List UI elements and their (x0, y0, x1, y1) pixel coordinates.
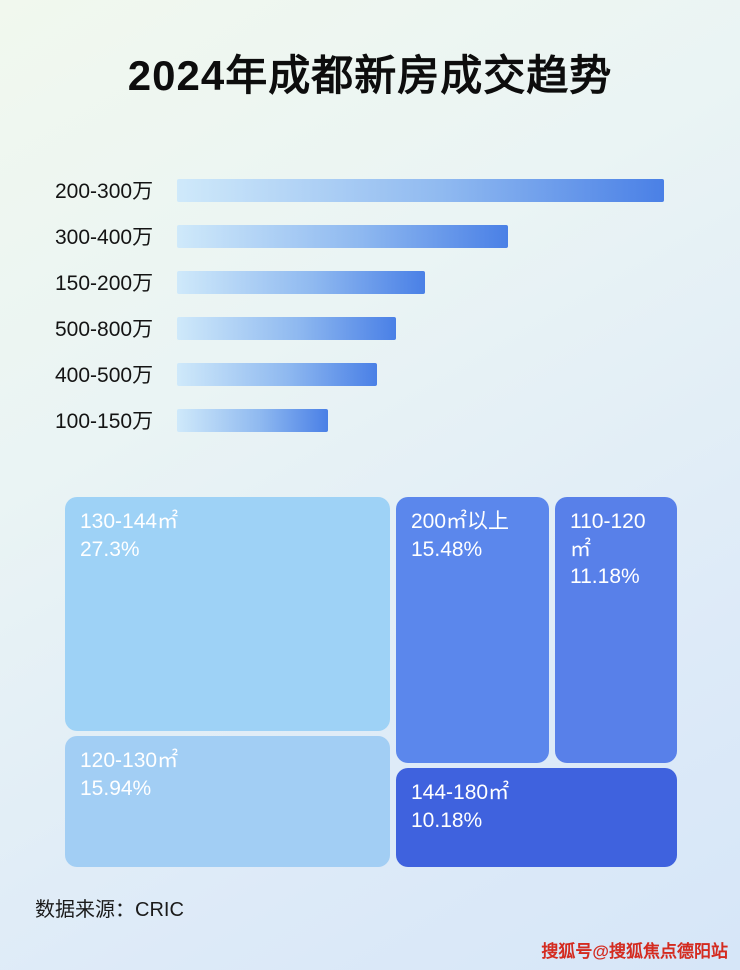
bar-track (177, 408, 664, 432)
treemap-block-percentage: 15.94% (80, 776, 152, 800)
bar-track (177, 316, 664, 340)
page-title: 2024年成都新房成交趋势 (127, 52, 613, 99)
treemap-block-label: 110-120㎡ (570, 510, 646, 561)
treemap-block-percentage: 11.18% (570, 565, 640, 589)
bar (177, 408, 328, 432)
treemap-block-130-144: 130-144㎡ 27.3% (65, 497, 390, 731)
treemap-block-120-130: 120-130㎡ 15.94% (65, 736, 390, 867)
bar-category-label: 200-300万 (55, 180, 154, 203)
treemap-block-110-120: 110-120㎡ 11.18% (555, 497, 677, 763)
bar (177, 224, 509, 248)
treemap-block-200-plus: 200㎡以上 15.48% (396, 497, 549, 763)
bar-row: 500-800万 (55, 316, 710, 341)
bar-category-label: 150-200万 (55, 272, 154, 295)
bar-row: 300-400万 (55, 224, 710, 249)
price-range-bar-chart: 200-300万 300-400万 150-200万 500-800万 400-500万… (55, 178, 710, 454)
watermark-text: 搜狐号@搜狐焦点德阳站 (541, 942, 728, 961)
data-source-label: 数据来源：CRIC (35, 899, 184, 921)
bar (177, 362, 377, 386)
bar-row: 100-150万 (55, 408, 710, 433)
treemap-block-percentage: 27.3% (80, 537, 140, 561)
bar-row: 150-200万 (55, 270, 710, 295)
treemap-block-label: 130-144㎡ (80, 510, 179, 533)
treemap-block-percentage: 15.48% (411, 537, 483, 561)
bar (177, 316, 397, 340)
treemap-block-label: 144-180㎡ (411, 781, 510, 804)
bar-category-label: 300-400万 (55, 226, 154, 249)
bar-track (177, 362, 664, 386)
bar-category-label: 500-800万 (55, 318, 154, 341)
unit-area-treemap: 130-144㎡ 27.3% 200㎡以上 15.48% 110-120㎡ 11… (65, 497, 677, 867)
bar-track (177, 270, 664, 294)
bar-row: 200-300万 (55, 178, 710, 203)
treemap-block-label: 120-130㎡ (80, 749, 179, 772)
treemap-block-percentage: 10.18% (411, 808, 483, 832)
bar-track (177, 224, 664, 248)
bar-category-label: 100-150万 (55, 410, 154, 433)
bar-track (177, 178, 664, 202)
bar-row: 400-500万 (55, 362, 710, 387)
treemap-block-label: 200㎡以上 (411, 510, 510, 533)
bar (177, 270, 426, 294)
treemap-block-144-180: 144-180㎡ 10.18% (396, 768, 677, 867)
bar (177, 178, 664, 202)
bar-category-label: 400-500万 (55, 364, 154, 387)
